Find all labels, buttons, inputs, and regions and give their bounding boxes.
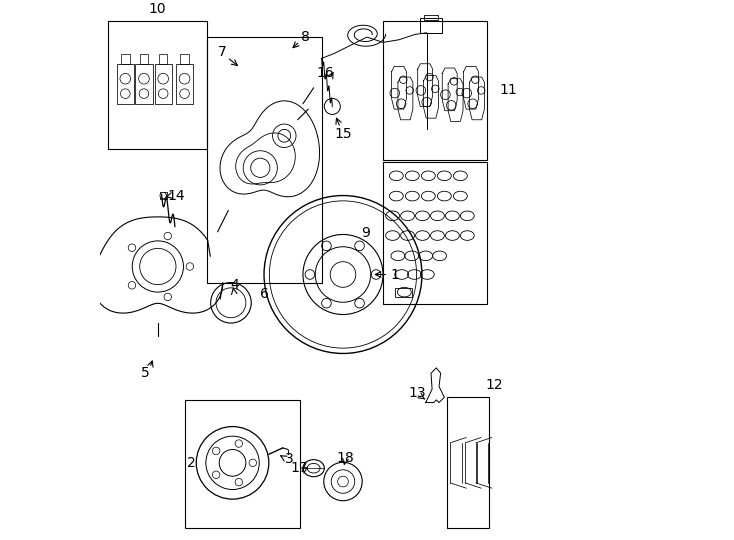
Bar xyxy=(447,397,489,528)
Text: 7: 7 xyxy=(217,45,226,59)
Bar xyxy=(184,400,300,528)
Text: 13: 13 xyxy=(408,387,426,401)
Bar xyxy=(396,288,413,298)
Text: 8: 8 xyxy=(301,30,310,44)
Text: 3: 3 xyxy=(286,451,294,465)
Bar xyxy=(424,15,438,20)
Text: 9: 9 xyxy=(362,226,371,240)
Text: 10: 10 xyxy=(149,2,167,16)
Bar xyxy=(139,55,148,64)
Bar xyxy=(383,21,487,160)
Bar xyxy=(207,37,321,282)
Bar xyxy=(160,192,167,199)
Bar xyxy=(181,55,189,64)
Text: 5: 5 xyxy=(141,366,150,380)
Text: 15: 15 xyxy=(334,127,352,141)
Bar xyxy=(421,18,442,33)
Bar xyxy=(383,163,487,304)
Text: 1: 1 xyxy=(390,267,399,281)
Bar xyxy=(159,55,167,64)
Bar xyxy=(136,64,153,104)
Text: 14: 14 xyxy=(167,188,185,202)
Bar xyxy=(155,64,172,104)
Bar xyxy=(121,55,130,64)
Circle shape xyxy=(160,192,167,199)
Text: 12: 12 xyxy=(486,379,504,393)
Bar xyxy=(117,64,134,104)
Bar xyxy=(108,21,207,149)
Text: 17: 17 xyxy=(291,461,308,475)
Text: 18: 18 xyxy=(337,450,355,464)
Text: 4: 4 xyxy=(230,278,239,292)
Bar xyxy=(176,64,193,104)
Text: 11: 11 xyxy=(500,84,517,97)
Text: 2: 2 xyxy=(186,456,195,470)
Text: 6: 6 xyxy=(260,287,269,301)
Text: 16: 16 xyxy=(316,66,334,80)
